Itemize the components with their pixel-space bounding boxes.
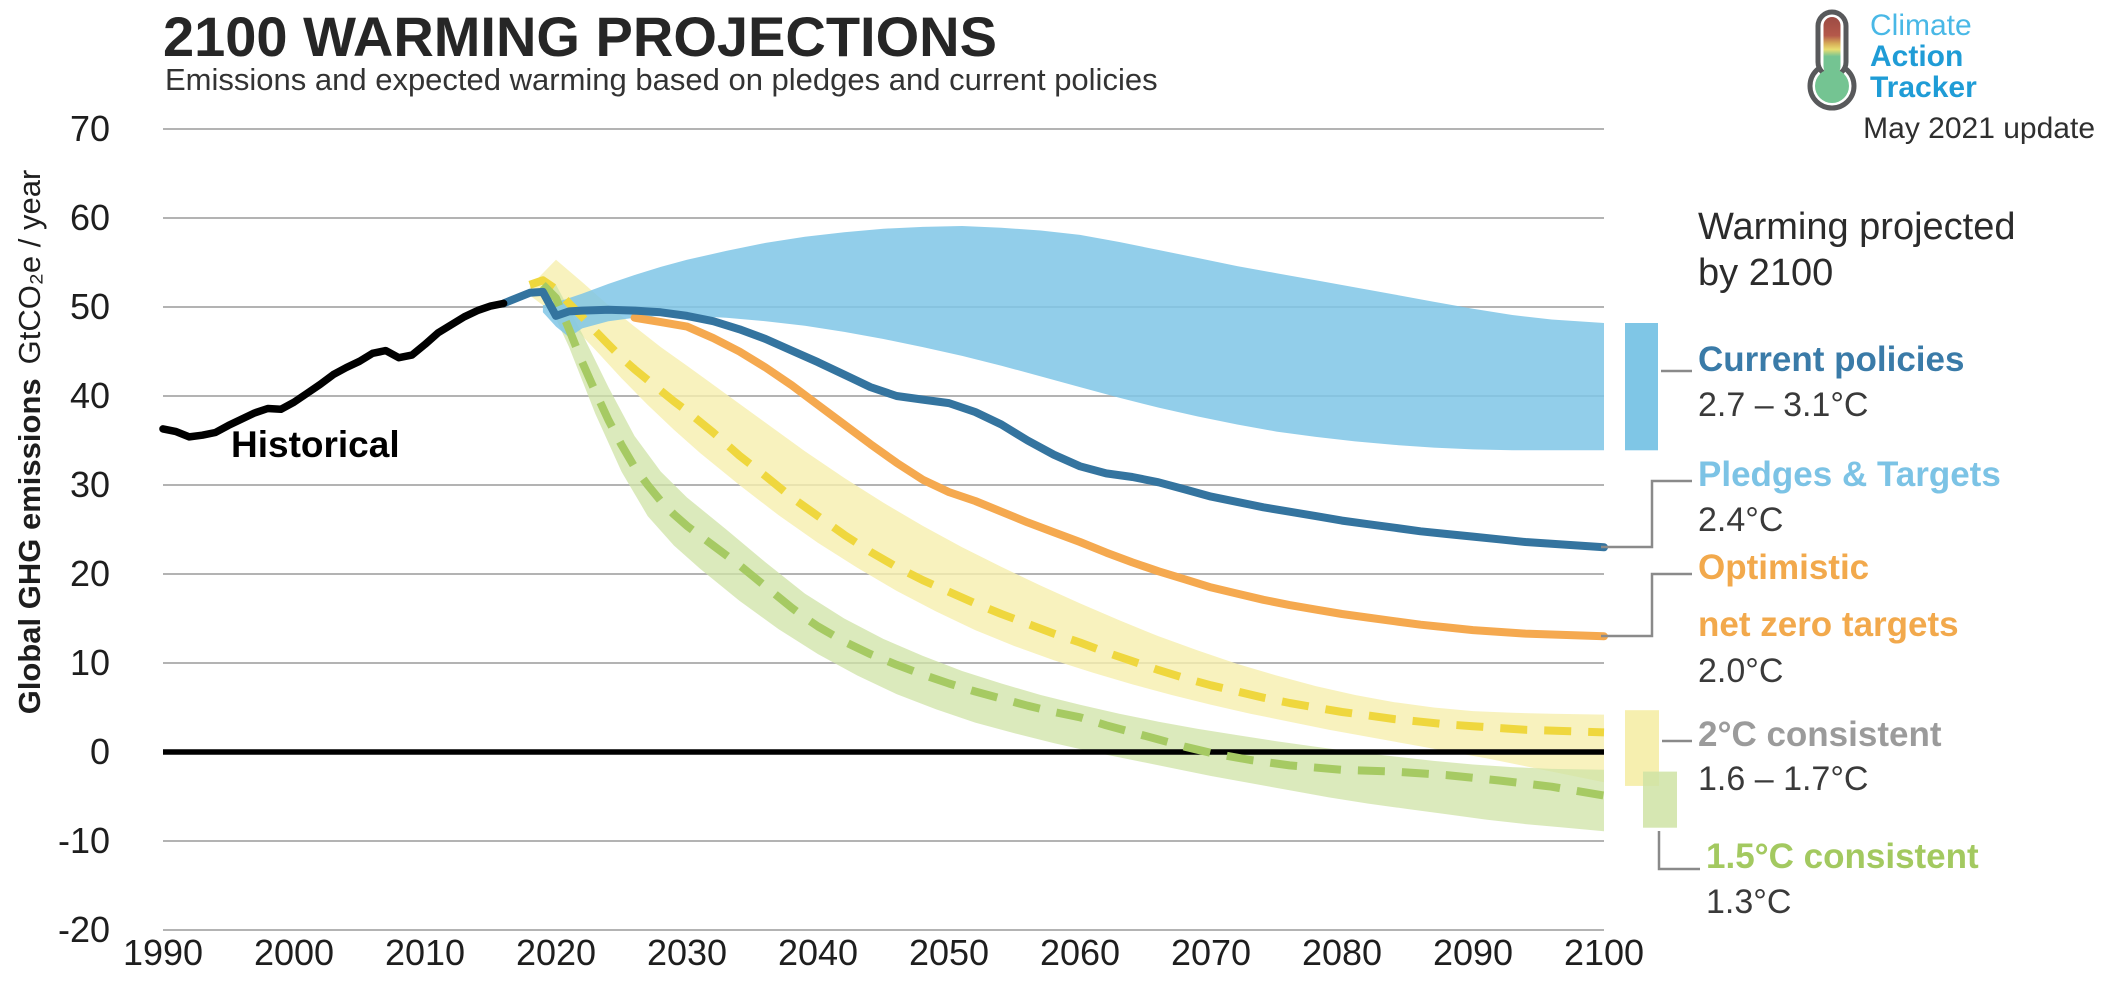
- x-tick-2020: 2020: [515, 932, 597, 973]
- x-tick-2010: 2010: [384, 932, 466, 973]
- one-five-deg-cap: [1643, 771, 1677, 828]
- logo-update-date: May 2021 update: [1863, 112, 2095, 145]
- legend-label-current-policies: Current policies: [1698, 340, 1965, 379]
- x-tick-2050: 2050: [908, 932, 990, 973]
- optimistic-net-zero-line: [630, 313, 1608, 641]
- thermometer-icon: [1807, 9, 1857, 111]
- legend-heading-line2: by 2100: [1698, 252, 1834, 294]
- y-tick-0: 0: [89, 731, 110, 772]
- two-deg-consistent-line: [528, 276, 1605, 737]
- logo-word-climate: Climate: [1870, 9, 1972, 42]
- legend-value-pledges-targets: 2.4°C: [1698, 501, 1784, 539]
- y-tick--10: -10: [57, 820, 110, 861]
- logo-wordmark: Climate Action Tracker: [1870, 10, 1977, 103]
- x-tick-2080: 2080: [1301, 932, 1383, 973]
- y-tick-30: 30: [69, 464, 110, 505]
- y-tick--20: -20: [57, 909, 110, 950]
- page-title: 2100 WARMING PROJECTIONS: [163, 5, 997, 68]
- legend-value-one-five-deg: 1.3°C: [1706, 883, 1792, 921]
- legend-label-optimistic-line2: net zero targets: [1698, 605, 1959, 644]
- x-tick-2040: 2040: [777, 932, 859, 973]
- current-policies-cap: [1625, 323, 1658, 451]
- one-five-deg-range-band: [542, 282, 1604, 832]
- y-tick-10: 10: [69, 642, 110, 683]
- x-tick-2070: 2070: [1170, 932, 1252, 973]
- x-tick-2090: 2090: [1432, 932, 1514, 973]
- historical-annotation: Historical: [231, 424, 400, 465]
- pledges-targets-line: [499, 287, 1608, 552]
- y-tick-40: 40: [69, 375, 110, 416]
- y-axis-label: Global GHG emissionsGtCO₂e / year: [12, 170, 48, 715]
- legend-label-two-deg: 2°C consistent: [1698, 715, 1942, 754]
- y-tick-70: 70: [69, 108, 110, 149]
- logo-word-tracker: Tracker: [1870, 71, 1977, 104]
- logo-word-action: Action: [1870, 40, 1964, 73]
- one-five-deg-consistent-line: [540, 281, 1605, 800]
- one-five-deg-connector: [1657, 831, 1700, 871]
- current-policies-range-band: [542, 226, 1604, 451]
- pledges-targets-connector: [1601, 479, 1692, 549]
- optimistic-connector: [1601, 572, 1692, 638]
- x-tick-2060: 2060: [1039, 932, 1121, 973]
- legend-label-optimistic-line1: Optimistic: [1698, 548, 1870, 587]
- y-tick-20: 20: [69, 553, 110, 594]
- legend-value-two-deg: 1.6 – 1.7°C: [1698, 760, 1869, 798]
- y-tick-60: 60: [69, 197, 110, 238]
- x-tick-1990: 1990: [122, 932, 204, 973]
- x-tick-2030: 2030: [646, 932, 728, 973]
- legend-value-optimistic: 2.0°C: [1698, 652, 1784, 690]
- y-tick-50: 50: [69, 286, 110, 327]
- x-tick-2100: 2100: [1563, 932, 1645, 973]
- legend-label-pledges-targets: Pledges & Targets: [1698, 455, 2001, 494]
- page-subtitle: Emissions and expected warming based on …: [165, 62, 1158, 97]
- x-tick-2000: 2000: [253, 932, 335, 973]
- historical-line: [159, 299, 508, 441]
- legend-value-current-policies: 2.7 – 3.1°C: [1698, 386, 1869, 424]
- legend-label-one-five-deg: 1.5°C consistent: [1706, 837, 1979, 876]
- legend-heading-line1: Warming projected: [1698, 206, 2016, 248]
- two-deg-range-band: [529, 259, 1604, 783]
